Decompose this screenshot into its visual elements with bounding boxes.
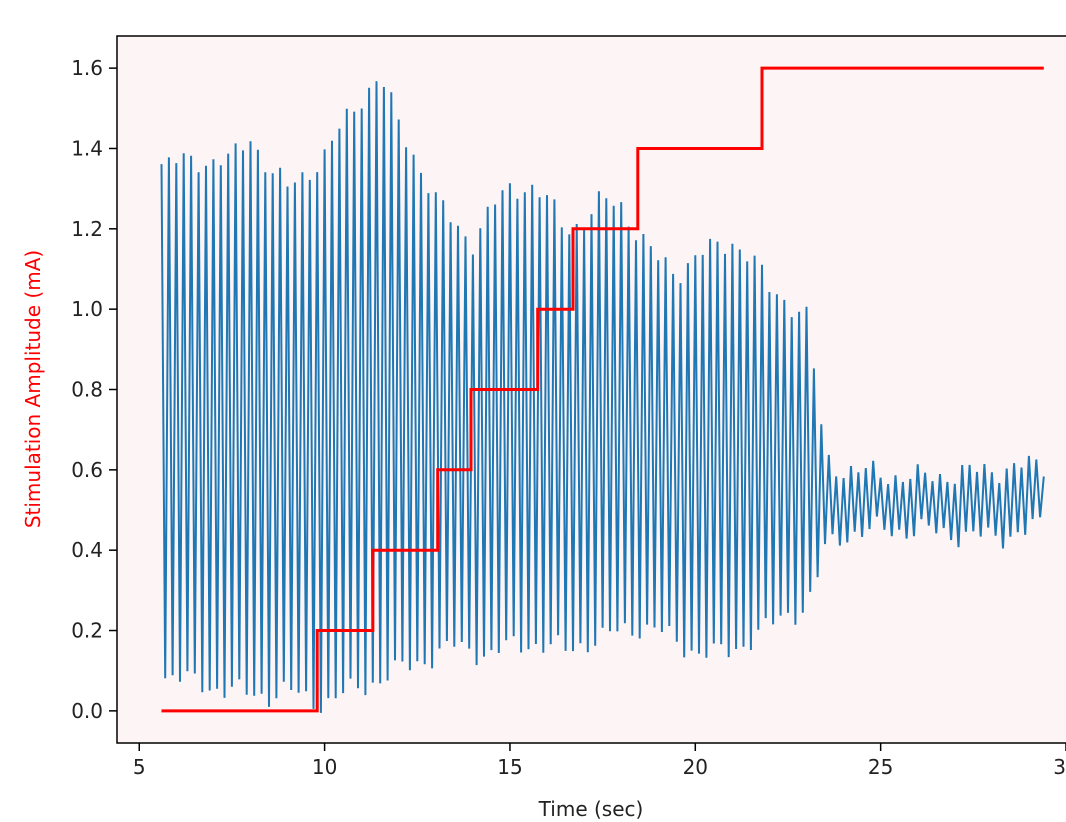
y-tick-label: 0.6 (71, 458, 103, 482)
y-axis-label: Stimulation Amplitude (mA) (21, 250, 45, 528)
y-tick-label: 1.0 (71, 297, 103, 321)
y-tick-label: 0.2 (71, 619, 103, 643)
x-tick-label: 25 (868, 755, 893, 779)
x-tick-label: 5 (133, 755, 146, 779)
y-tick-label: 0.0 (71, 699, 103, 723)
x-tick-label: 20 (683, 755, 708, 779)
x-tick-label: 10 (312, 755, 337, 779)
y-axis-ticks: 0.0 0.2 0.4 0.6 0.8 1.0 1.2 1.4 1.6 (71, 56, 117, 723)
x-axis-label: Time (sec) (538, 797, 644, 821)
series-layer (160, 66, 1045, 713)
y-tick-label: 0.4 (71, 538, 103, 562)
x-tick-label: 30 (1053, 755, 1066, 779)
oscillation-signal-line (160, 81, 1045, 713)
x-tick-label: 15 (497, 755, 522, 779)
stimulation-amplitude-step-line (161, 66, 1044, 713)
y-tick-label: 1.6 (71, 56, 103, 80)
y-tick-label: 1.4 (71, 136, 103, 160)
y-tick-label: 0.8 (71, 378, 103, 402)
x-axis-ticks: 5 10 15 20 25 30 (133, 743, 1066, 779)
y-tick-label: 1.2 (71, 217, 103, 241)
